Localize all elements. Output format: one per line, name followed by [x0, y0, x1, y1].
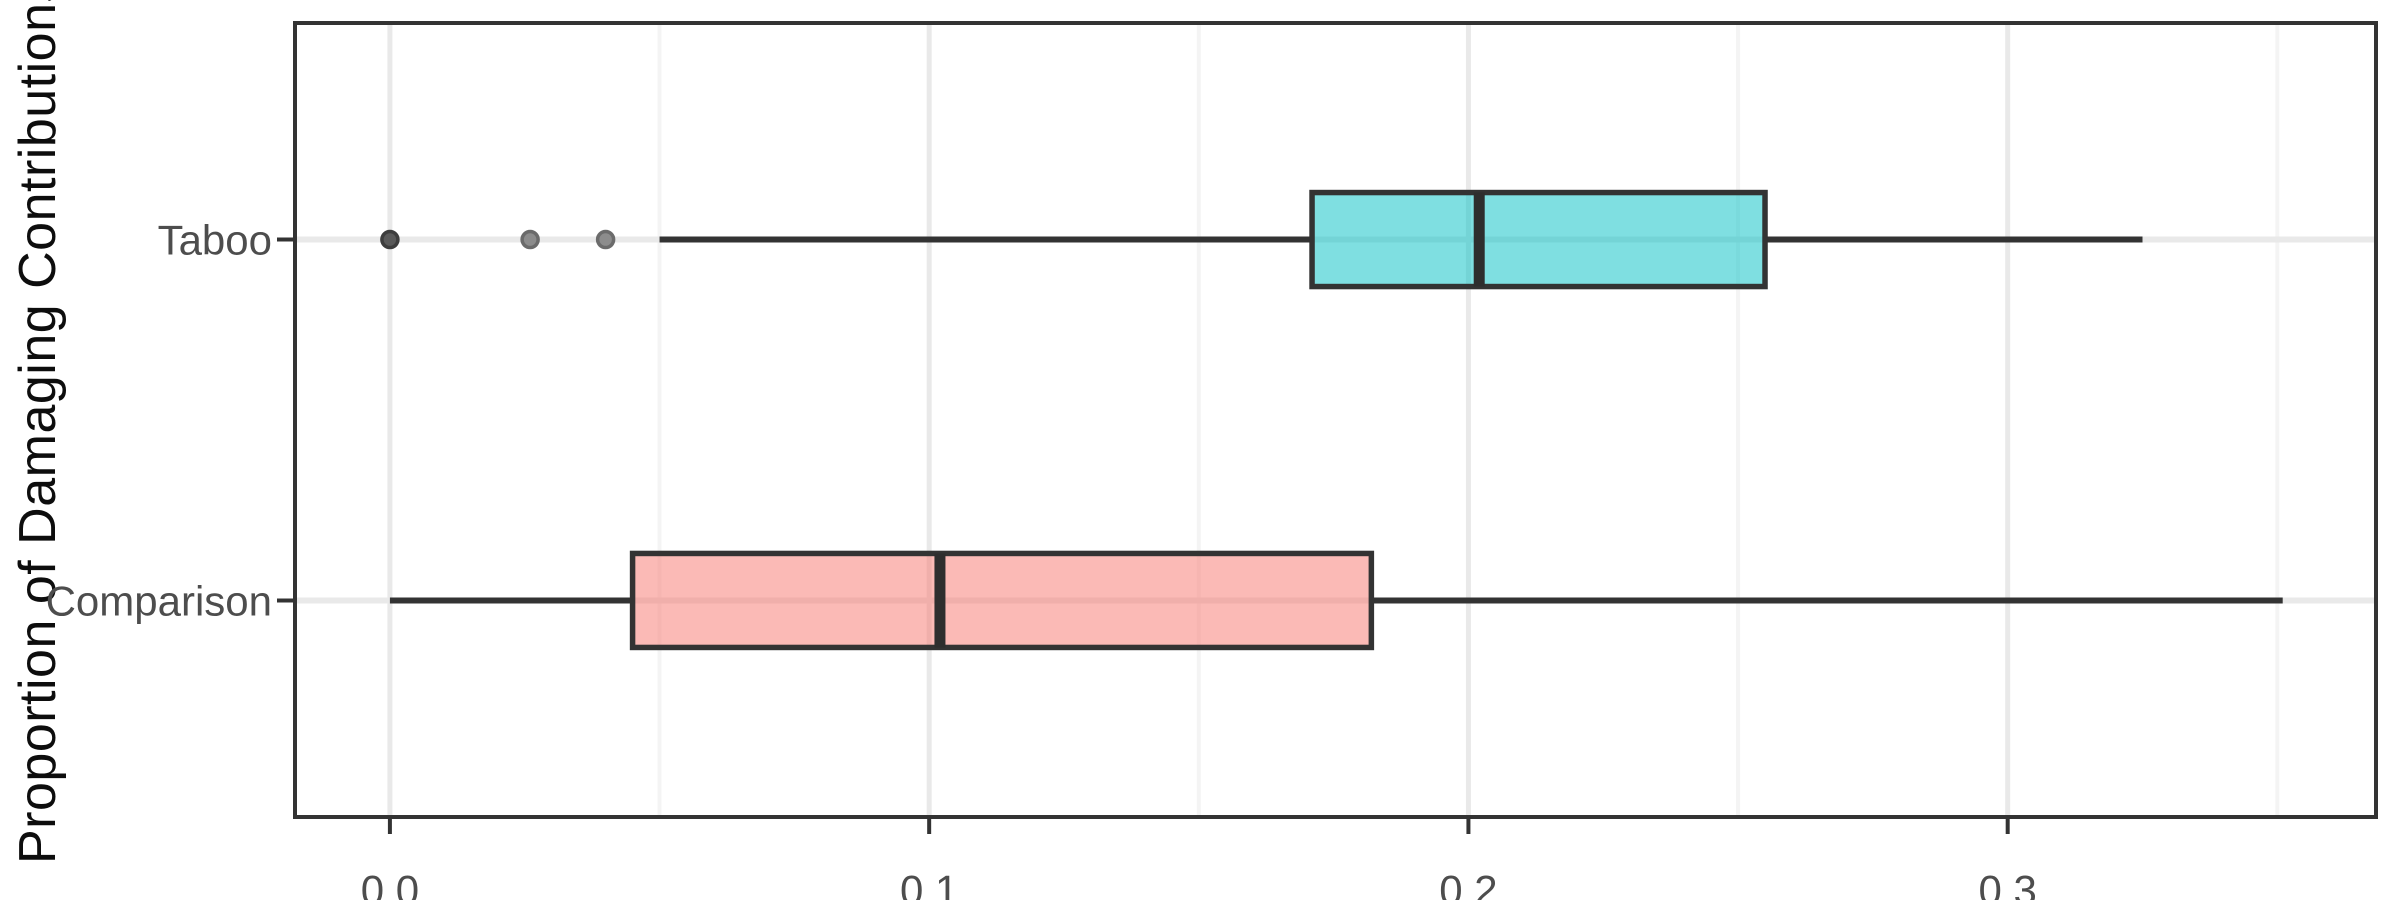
x-tick-label: 0.2	[1439, 866, 1497, 900]
outlier-point-taboo	[520, 229, 540, 250]
box-comparison	[629, 550, 1375, 651]
box-taboo	[1309, 189, 1768, 290]
x-tick-label: 0.1	[900, 866, 958, 900]
outlier-point-taboo	[595, 229, 616, 250]
category-label-comparison: Comparison	[46, 577, 272, 624]
panel-border	[293, 21, 2378, 819]
x-tick-label: 0.3	[1978, 866, 2036, 900]
outlier-point-taboo	[380, 229, 400, 250]
x-tick-label: 0.0	[361, 866, 419, 900]
category-label-taboo: Taboo	[158, 217, 272, 264]
